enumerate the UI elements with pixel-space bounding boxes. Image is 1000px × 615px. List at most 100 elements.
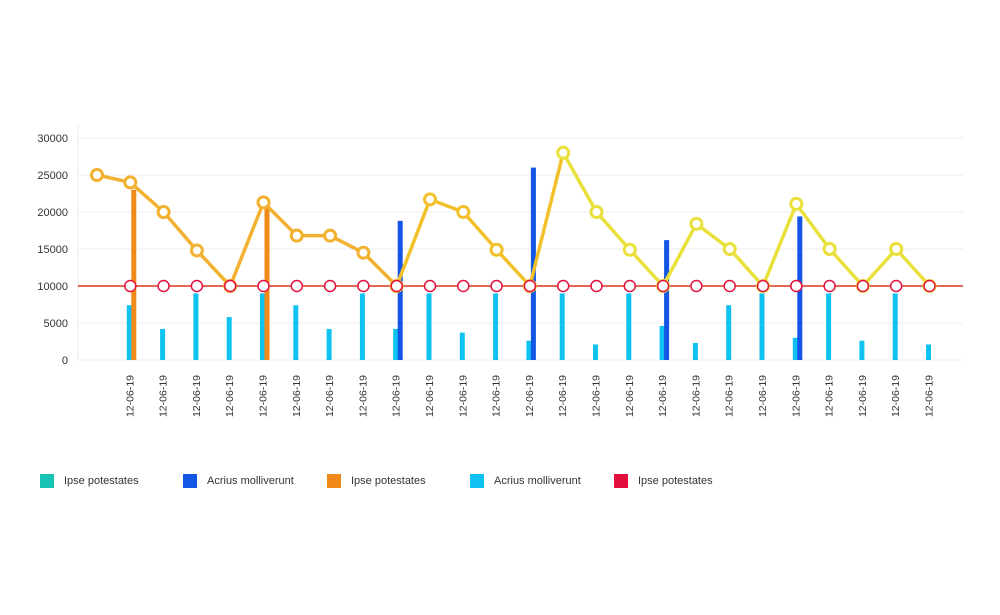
x-tick-label: 12-06-19: [657, 375, 669, 417]
bar: [226, 317, 232, 360]
line-segment: [761, 202, 799, 288]
legend-label: Ipse potestates: [64, 475, 139, 487]
x-tick-label: 12-06-19: [524, 375, 536, 417]
reference-point: [257, 279, 270, 293]
bar: [293, 305, 299, 360]
line-point: [90, 168, 104, 182]
x-tick-label: 12-06-19: [757, 375, 769, 417]
bar: [726, 305, 732, 360]
x-tick-label: 12-06-19: [158, 375, 170, 417]
bar: [193, 293, 199, 360]
x-tick-label: 12-06-19: [624, 375, 636, 417]
y-tick-label: 10000: [37, 281, 68, 293]
reference-point: [357, 279, 370, 293]
y-axis: 0 5000 10000 15000 20000 25000 30000: [37, 125, 963, 367]
bar: [659, 325, 665, 360]
x-tick-label: 12-06-19: [690, 375, 702, 417]
line-segment: [128, 180, 166, 214]
bar: [559, 293, 565, 360]
x-tick-label: 12-06-19: [591, 375, 603, 417]
line-point: [589, 205, 604, 219]
bar: [526, 340, 532, 360]
bar: [160, 328, 166, 360]
bar: [131, 189, 137, 360]
legend-swatch: [327, 474, 341, 488]
bar: [260, 293, 265, 360]
y-tick-label: 5000: [44, 318, 68, 330]
line-point: [789, 196, 804, 211]
line-segment: [228, 200, 266, 288]
legend-swatch: [183, 474, 197, 488]
line-segment: [394, 197, 432, 288]
y-tick-label: 30000: [37, 133, 68, 145]
legend-item[interactable]: Acrius molliverunt: [470, 474, 581, 488]
bar: [359, 293, 365, 360]
legend-label: Ipse potestates: [351, 475, 426, 487]
reference-point: [656, 279, 670, 293]
bar: [426, 293, 432, 360]
bar: [792, 337, 798, 360]
bar: [393, 328, 399, 360]
x-tick-label: 12-06-19: [357, 375, 369, 417]
line-point: [689, 216, 704, 231]
reference-point: [157, 279, 170, 293]
legend-item[interactable]: Ipse potestates: [327, 474, 426, 488]
x-tick-label: 12-06-19: [224, 375, 236, 417]
bar: [759, 293, 765, 360]
y-tick-label: 25000: [37, 170, 68, 182]
reference-point: [423, 279, 437, 293]
y-tick-label: 15000: [37, 244, 68, 256]
legend-swatch: [470, 474, 484, 488]
bar: [892, 293, 898, 360]
bar: [826, 293, 832, 360]
x-tick-label: 12-06-19: [790, 375, 802, 417]
x-axis: 12-06-19 12-06-19 12-06-19 12-06-19 12-06-19…: [124, 375, 935, 417]
bar: [530, 167, 536, 360]
x-tick-label: 12-06-19: [857, 375, 869, 417]
bar: [326, 328, 332, 360]
legend-label: Ipse potestates: [638, 475, 713, 487]
legend-item[interactable]: Ipse potestates: [40, 474, 139, 488]
legend-swatch: [614, 474, 628, 488]
reference-point: [723, 279, 736, 293]
bar: [664, 240, 670, 360]
x-tick-label: 12-06-19: [324, 375, 336, 417]
bar: [459, 332, 465, 360]
x-tick-label: 12-06-19: [557, 375, 569, 417]
reference-point: [623, 279, 637, 293]
reference-point: [523, 279, 537, 293]
reference-point: [590, 279, 603, 293]
line-point: [189, 243, 204, 258]
legend-item[interactable]: Acrius molliverunt: [183, 474, 294, 488]
legend-item[interactable]: Ipse potestates: [614, 474, 713, 488]
x-tick-label: 12-06-19: [924, 375, 936, 417]
bar: [692, 342, 698, 360]
line-segment: [628, 247, 665, 288]
line-point: [622, 242, 637, 257]
line-point: [456, 205, 471, 219]
line-segment: [727, 247, 765, 288]
legend-swatch: [40, 474, 54, 488]
x-tick-label: 12-06-19: [724, 375, 736, 417]
bar: [926, 344, 931, 360]
x-tick-label: 12-06-19: [457, 375, 469, 417]
bar: [859, 340, 865, 360]
x-tick-label: 12-06-19: [291, 375, 303, 417]
legend-label: Acrius molliverunt: [207, 475, 294, 487]
line-segment: [461, 210, 499, 252]
y-tick-label: 0: [62, 355, 68, 367]
line-segment: [261, 200, 299, 238]
line-point: [889, 242, 904, 256]
bar: [493, 293, 499, 360]
reference-point: [690, 279, 703, 293]
x-tick-label: 12-06-19: [191, 375, 203, 417]
line-point: [156, 205, 171, 219]
x-tick-label: 12-06-19: [124, 375, 136, 417]
line-segment: [827, 247, 865, 288]
reference-point: [556, 279, 570, 293]
reference-point: [124, 279, 137, 293]
reference-point: [223, 279, 237, 293]
line-point: [822, 242, 837, 256]
line-segment: [894, 247, 932, 288]
